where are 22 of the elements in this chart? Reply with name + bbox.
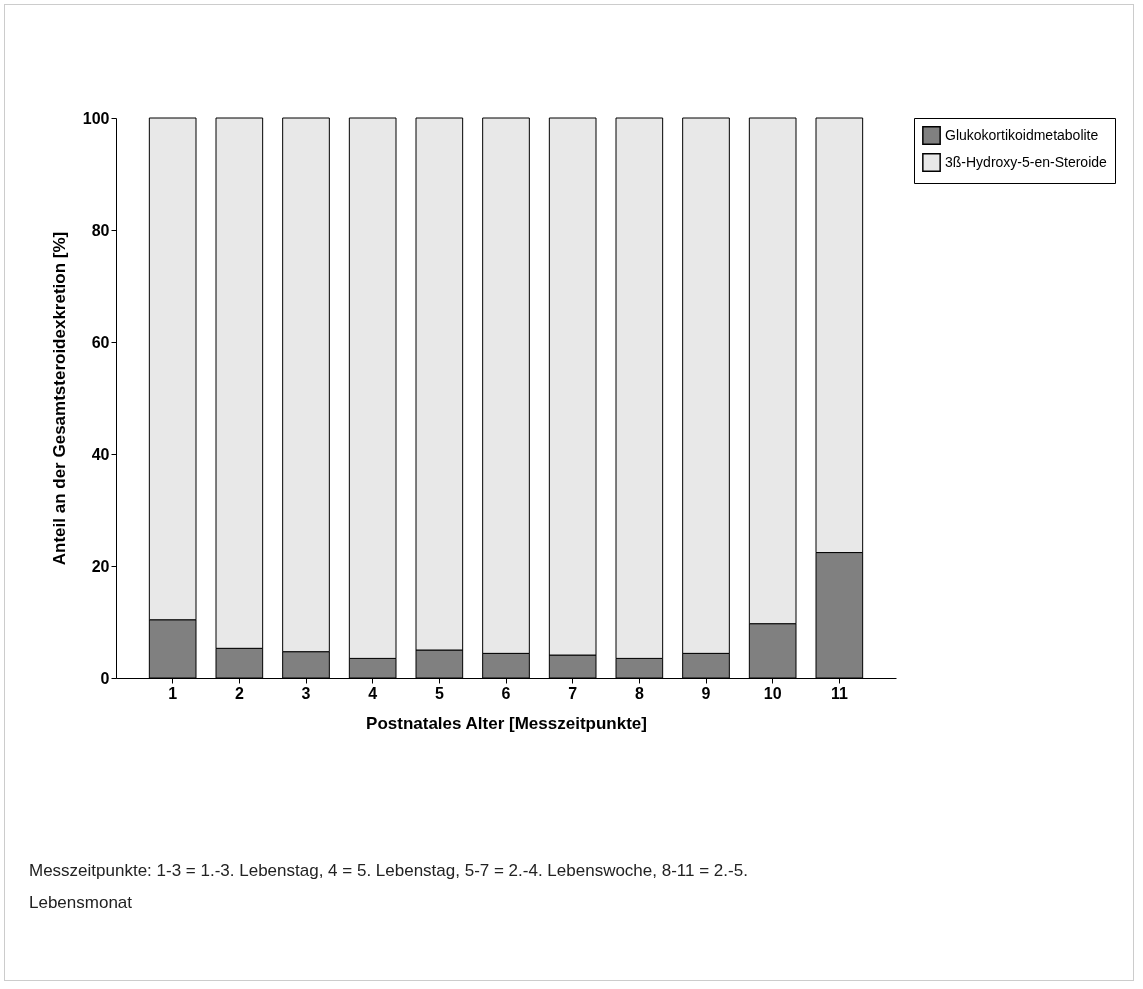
text: Messzeitpunkte: 1-3 = 1.-3. Lebenstag, 4 = 5. Lebenstag, 5-7 = 2.-4. Lebenswoche, 8-11 = 2.-5. Lebensmonat <box>29 860 749 914</box>
x-tick-label: 3 <box>301 684 311 702</box>
y-axis-title: Anteil an der Gesamtsteroidexkretion [%] <box>49 231 69 566</box>
x-tick-label: 6 <box>501 684 511 702</box>
x-tick-label: 9 <box>701 684 711 702</box>
x-tick-label: 7 <box>568 684 578 702</box>
x-tick-label: 4 <box>368 684 378 702</box>
legend-label: 3ß-Hydroxy-5-en-Steroide <box>945 153 1108 170</box>
y-tick-label: 60 <box>91 333 110 351</box>
x-tick-label: 8 <box>634 684 644 702</box>
x-tick-label: 10 <box>763 684 782 702</box>
x-axis-title: Postnatales Alter [Messzeitpunkte] <box>366 713 647 733</box>
y-tick-label: 40 <box>91 445 110 463</box>
x-tick-label: 1 <box>168 684 178 702</box>
y-tick-label: 20 <box>91 557 110 575</box>
y-tick-label: 80 <box>91 221 110 239</box>
x-tick-label: 5 <box>434 684 444 702</box>
x-tick-label: 2 <box>234 684 244 702</box>
y-tick-label: 0 <box>100 669 110 687</box>
y-tick-label: 100 <box>82 109 110 127</box>
legend-label: Glukokortikoidmetabolite <box>945 126 1099 143</box>
x-tick-label: 11 <box>830 684 848 702</box>
